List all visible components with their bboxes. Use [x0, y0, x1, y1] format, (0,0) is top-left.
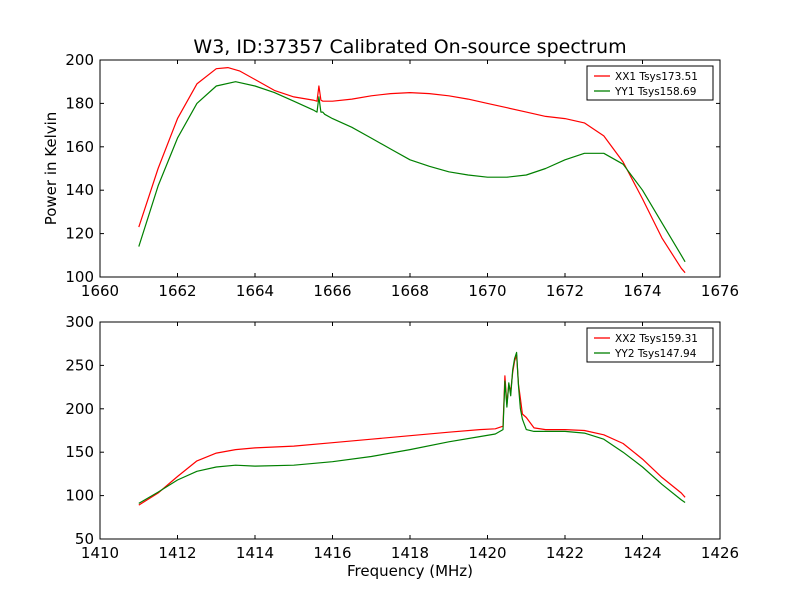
- legend: XX2 Tsys159.31 YY2 Tsys147.94: [586, 327, 714, 363]
- x-tick-label: 1420: [468, 544, 506, 562]
- x-axis-label: Frequency (MHz): [347, 562, 473, 580]
- legend-entry: YY2 Tsys147.94: [614, 348, 697, 360]
- x-tick-label: 1418: [391, 544, 429, 562]
- legend: XX1 Tsys173.51 YY1 Tsys158.69: [586, 65, 714, 101]
- x-tick-label: 1410: [81, 544, 119, 562]
- panel-2: 1410 1412 1414 1416 1418 1420 1422 1424 1426 50 10…: [65, 313, 739, 580]
- x-tick-label: 1416: [313, 544, 351, 562]
- y-tick-label: 100: [65, 487, 94, 505]
- legend-box: [586, 327, 714, 363]
- x-tick-label: 1422: [546, 544, 584, 562]
- y-tick-label: 200: [65, 51, 94, 69]
- legend-entry: XX2 Tsys159.31: [615, 333, 698, 345]
- x-tick-label: 1672: [546, 282, 584, 300]
- series-line-yy2: [138, 351, 686, 504]
- legend-entry: XX1 Tsys173.51: [615, 71, 698, 83]
- y-tick-label: 250: [65, 356, 94, 374]
- y-tick-label: 100: [65, 268, 94, 286]
- x-tick-label: 1666: [313, 282, 351, 300]
- x-tick-label: 1670: [468, 282, 506, 300]
- y-tick-label: 50: [75, 530, 94, 548]
- figure-title: W3, ID:37357 Calibrated On-source spectr…: [193, 36, 626, 58]
- x-tick-label: 1664: [236, 282, 274, 300]
- y-tick-label: 160: [65, 138, 94, 156]
- x-tick-label: 1660: [81, 282, 119, 300]
- y-tick-label: 120: [65, 225, 94, 243]
- x-tick-label: 1412: [158, 544, 196, 562]
- x-tick-label: 1414: [236, 544, 274, 562]
- x-tick-label: 1426: [701, 544, 739, 562]
- x-tick-label: 1424: [623, 544, 661, 562]
- series-line-xx1: [138, 66, 686, 274]
- panel-1: 1660 1662 1664 1666 1668 1670 1672 1674 1676 100 1…: [42, 51, 739, 300]
- y-tick-label: 300: [65, 313, 94, 331]
- x-tick-label: 1668: [391, 282, 429, 300]
- x-tick-label: 1676: [701, 282, 739, 300]
- y-tick-label: 180: [65, 94, 94, 112]
- y-tick-label: 200: [65, 400, 94, 418]
- x-tick-label: 1674: [623, 282, 661, 300]
- legend-entry: YY1 Tsys158.69: [614, 86, 696, 98]
- y-tick-label: 150: [65, 443, 94, 461]
- panels: 1660 1662 1664 1666 1668 1670 1672 1674 16761001…: [42, 51, 739, 580]
- y-axis-label: Power in Kelvin: [42, 112, 60, 226]
- y-tick-label: 140: [65, 181, 94, 199]
- x-tick-label: 1662: [158, 282, 196, 300]
- series-line-yy1: [138, 81, 686, 263]
- legend-box: [586, 65, 714, 101]
